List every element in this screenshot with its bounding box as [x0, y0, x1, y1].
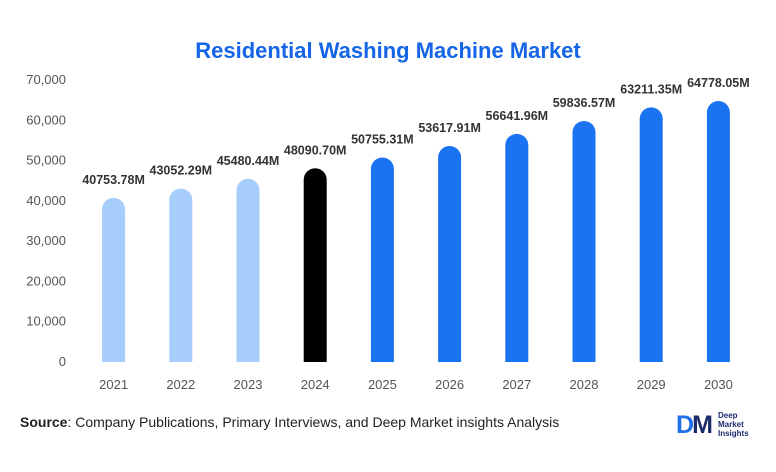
- data-label-2029: 63211.35M: [620, 82, 682, 96]
- bar-2029: [639, 107, 663, 362]
- y-tick-label: 70,000: [26, 72, 66, 87]
- data-label-2028: 59836.57M: [553, 96, 616, 110]
- x-tick-label: 2026: [435, 377, 464, 392]
- x-tick-label: 2021: [99, 377, 128, 392]
- y-tick-label: 60,000: [26, 112, 66, 127]
- y-tick-label: 50,000: [26, 153, 66, 168]
- bar-2027: [505, 133, 529, 362]
- data-label-2024: 48090.70M: [284, 143, 347, 157]
- logo-text: Deep Market Insights: [718, 411, 749, 438]
- data-label-2023: 45480.44M: [217, 154, 280, 168]
- logo-line-2: Market: [718, 420, 744, 429]
- source-label: Source: [20, 414, 68, 430]
- y-tick-label: 30,000: [26, 233, 66, 248]
- company-logo: DM Deep Market Insights: [676, 410, 766, 440]
- data-label-2025: 50755.31M: [351, 133, 414, 147]
- bar-2028: [572, 120, 596, 362]
- y-axis: 0 10,000 20,000 30,000 40,000 50,000 60,000 70,…: [26, 72, 66, 369]
- bar-2022: [169, 188, 193, 362]
- x-axis: 2021 2022 2023 2024 2025 2026 2027 2028 2029 2030: [99, 377, 733, 392]
- source-text: : Company Publications, Primary Intervie…: [67, 414, 560, 430]
- data-labels: 40753.78M 43052.29M 45480.44M 48090.70M 5075…: [82, 76, 749, 187]
- y-tick-label: 40,000: [26, 193, 66, 208]
- bar-2025: [370, 157, 394, 362]
- x-tick-label: 2024: [301, 377, 330, 392]
- x-tick-label: 2022: [166, 377, 195, 392]
- x-tick-label: 2027: [502, 377, 531, 392]
- x-tick-label: 2029: [637, 377, 666, 392]
- data-label-2022: 43052.29M: [150, 164, 213, 178]
- x-tick-label: 2030: [704, 377, 733, 392]
- data-label-2027: 56641.96M: [486, 109, 549, 123]
- x-tick-label: 2028: [570, 377, 599, 392]
- x-tick-label: 2025: [368, 377, 397, 392]
- y-tick-label: 10,000: [26, 314, 66, 329]
- logo-mark-d: D: [676, 411, 694, 439]
- chart-title: Residential Washing Machine Market: [195, 38, 581, 63]
- y-tick-label: 20,000: [26, 273, 66, 288]
- logo-line-1: Deep: [718, 411, 738, 420]
- bar-2023: [236, 178, 260, 362]
- bars: [102, 101, 730, 363]
- logo-line-3: Insights: [718, 429, 749, 438]
- bar-2024: [303, 168, 327, 362]
- bar-2026: [438, 145, 462, 362]
- logo-mark-m: M: [692, 411, 713, 439]
- y-tick-label: 0: [59, 354, 66, 369]
- bar-2021: [102, 197, 126, 362]
- logo-mark: DM: [676, 411, 713, 439]
- data-label-2021: 40753.78M: [82, 173, 145, 187]
- x-tick-label: 2023: [234, 377, 263, 392]
- source-note: Source: Company Publications, Primary In…: [20, 414, 559, 430]
- bar-2030: [706, 101, 730, 363]
- data-label-2026: 53617.91M: [418, 121, 481, 135]
- data-label-2030: 64778.05M: [687, 76, 750, 90]
- bar-chart: 0 10,000 20,000 30,000 40,000 50,000 60,000 70,…: [26, 72, 749, 392]
